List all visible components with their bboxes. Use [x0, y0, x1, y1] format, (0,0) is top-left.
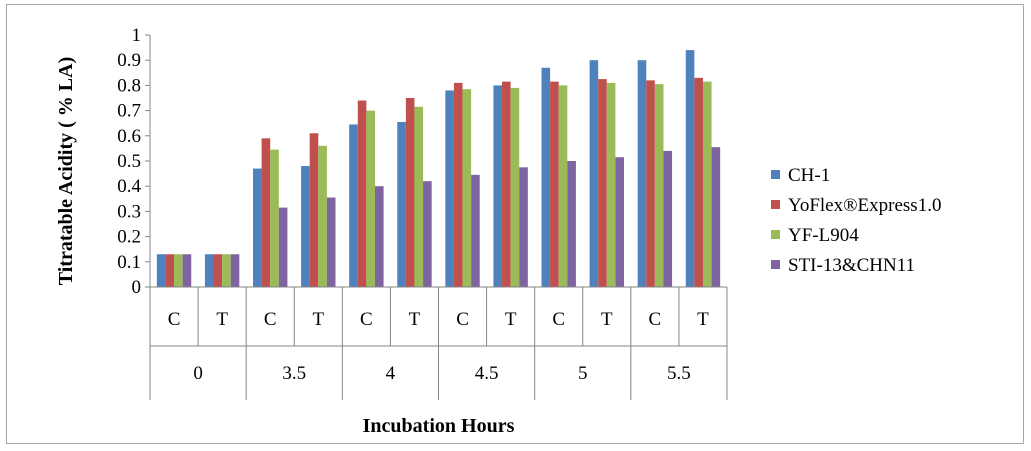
bar-sti-13-chn11: [375, 186, 384, 287]
bar-sti-13-chn11: [423, 181, 432, 287]
legend-swatch: [771, 260, 780, 269]
x-group-label: 5.5: [667, 363, 691, 384]
legend-label: STI-13&CHN11: [788, 255, 915, 276]
bar-sti-13-chn11: [519, 167, 528, 287]
bar-sti-13-chn11: [615, 157, 624, 287]
bar-yoflex-express1-0: [454, 83, 463, 287]
bar-ch-1: [542, 68, 551, 287]
bar-sti-13-chn11: [663, 151, 672, 287]
x-category-label: T: [601, 309, 613, 330]
y-tick-label: 0.2: [117, 227, 141, 248]
bar-yoflex-express1-0: [502, 82, 511, 287]
bar-yoflex-express1-0: [358, 101, 367, 287]
bar-yoflex-express1-0: [550, 82, 559, 287]
bar-yf-l904: [174, 254, 183, 287]
bar-ch-1: [397, 122, 406, 287]
y-tick-label: 0.5: [117, 151, 141, 172]
x-category-label: C: [552, 309, 565, 330]
bar-yf-l904: [463, 89, 472, 287]
bar-yf-l904: [607, 83, 616, 287]
x-axis-title: Incubation Hours: [363, 415, 515, 437]
bar-yf-l904: [222, 254, 231, 287]
legend-swatch: [771, 230, 780, 239]
y-tick-label: 1: [132, 25, 142, 46]
bar-ch-1: [349, 124, 358, 287]
bar-sti-13-chn11: [183, 254, 192, 287]
y-tick-label: 0.7: [117, 101, 141, 122]
x-group-label: 4: [386, 363, 396, 384]
x-category-label: T: [505, 309, 517, 330]
y-tick-label: 0.4: [117, 176, 141, 197]
bar-yf-l904: [270, 150, 279, 287]
y-tick-label: 0.3: [117, 201, 141, 222]
y-tick-label: 0.9: [117, 50, 141, 71]
bar-yf-l904: [559, 85, 568, 287]
bar-ch-1: [493, 85, 502, 287]
y-tick-label: 0.8: [117, 75, 141, 96]
x-category-label: C: [456, 309, 469, 330]
x-category-label: T: [312, 309, 324, 330]
x-category-label: T: [216, 309, 228, 330]
bar-ch-1: [445, 90, 454, 287]
legend-label: CH-1: [788, 165, 830, 186]
y-tick-label: 0.6: [117, 126, 141, 147]
legend-label: YF-L904: [788, 225, 859, 246]
bar-ch-1: [590, 60, 599, 287]
bar-yoflex-express1-0: [646, 80, 655, 287]
bar-ch-1: [157, 254, 166, 287]
bar-ch-1: [686, 50, 695, 287]
y-tick-label: 0: [132, 277, 142, 298]
x-category-label: C: [264, 309, 277, 330]
bar-ch-1: [301, 166, 310, 287]
bar-yf-l904: [655, 84, 664, 287]
x-group-label: 5: [578, 363, 588, 384]
bar-yf-l904: [366, 111, 375, 287]
x-category-label: T: [697, 309, 709, 330]
y-axis-title: Titratable Acidity ( % LA): [55, 57, 77, 286]
bar-sti-13-chn11: [231, 254, 240, 287]
bar-sti-13-chn11: [567, 161, 576, 287]
bar-yoflex-express1-0: [262, 138, 271, 287]
x-group-label: 4.5: [475, 363, 499, 384]
legend-swatch: [771, 170, 780, 179]
bar-yoflex-express1-0: [165, 254, 174, 287]
x-category-label: T: [409, 309, 421, 330]
bar-sti-13-chn11: [712, 147, 721, 287]
bar-yoflex-express1-0: [406, 98, 415, 287]
legend-swatch: [771, 200, 780, 209]
bar-sti-13-chn11: [327, 198, 336, 287]
bar-yoflex-express1-0: [694, 78, 703, 287]
bar-yoflex-express1-0: [214, 254, 223, 287]
bar-yf-l904: [414, 107, 423, 287]
bar-yoflex-express1-0: [598, 79, 607, 287]
bar-ch-1: [253, 169, 262, 287]
x-category-label: C: [649, 309, 662, 330]
bar-yf-l904: [511, 88, 520, 287]
bar-ch-1: [638, 60, 647, 287]
bar-yf-l904: [318, 146, 327, 287]
bar-yoflex-express1-0: [310, 133, 319, 287]
bar-sti-13-chn11: [471, 175, 480, 287]
x-group-label: 3.5: [282, 363, 306, 384]
y-tick-label: 0.1: [117, 252, 141, 273]
bar-yf-l904: [703, 82, 712, 287]
x-category-label: C: [360, 309, 373, 330]
x-category-label: C: [168, 309, 181, 330]
bar-sti-13-chn11: [279, 208, 288, 287]
bar-ch-1: [205, 254, 214, 287]
legend-label: YoFlex®Express1.0: [788, 195, 941, 216]
x-group-label: 0: [193, 363, 203, 384]
